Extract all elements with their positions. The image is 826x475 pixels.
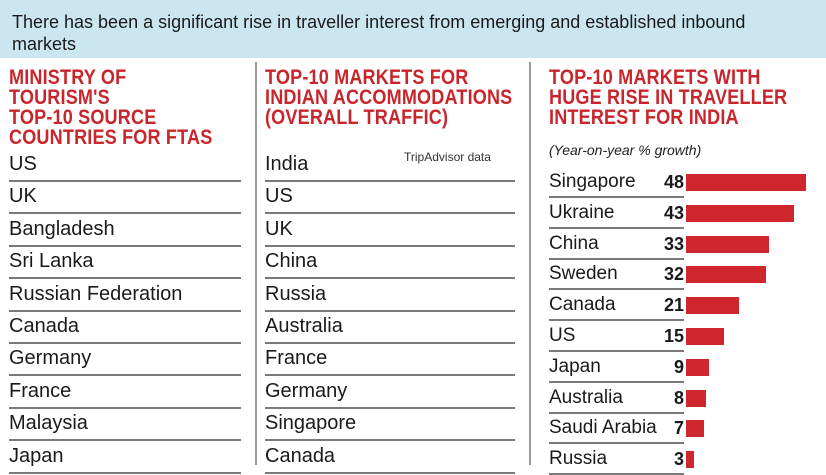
tourism-country-list-item: Japan xyxy=(9,440,241,474)
accommodation-market-list-item: Canada xyxy=(265,440,515,474)
column-divider xyxy=(529,62,531,465)
tourism-source-countries-panel: MINISTRY OF TOURISM'S TOP-10 SOURCE COUN… xyxy=(0,62,255,474)
accommodation-market-list-item: China xyxy=(265,245,515,280)
chart-row: Sweden 32 xyxy=(549,260,684,291)
bar-value-label: 8 xyxy=(673,387,684,408)
bar-category-label: Russia xyxy=(549,448,608,470)
bar-category-label: Saudi Arabia xyxy=(549,417,657,439)
accommodation-markets-panel: TOP-10 MARKETS FOR INDIAN ACCOMMODATIONS… xyxy=(257,62,529,474)
accommodation-market-list-item: Germany xyxy=(265,375,515,409)
chart-heading: TOP-10 MARKETS WITH HUGE RISE IN TRAVELL… xyxy=(549,66,788,129)
bar-value-label: 7 xyxy=(673,418,684,439)
bar-value-label: 15 xyxy=(663,326,684,346)
chart-row: Australia 8 xyxy=(549,384,684,414)
accommodation-market-list-item: Australia xyxy=(265,310,515,344)
bar-category-label: Sweden xyxy=(549,263,618,285)
tourism-country-list-item: US xyxy=(9,148,241,182)
chart-unit-label: (Year-on-year % growth) xyxy=(549,142,702,158)
tourism-country-list-item: France xyxy=(9,375,241,409)
tourism-country-list-item: Sri Lanka xyxy=(9,245,241,280)
bar-ukraine xyxy=(686,204,794,222)
bar-value-label: 21 xyxy=(663,295,684,316)
bar-value-label: 3 xyxy=(673,449,684,470)
traveller-interest-chart-panel: TOP-10 MARKETS WITH HUGE RISE IN TRAVELL… xyxy=(531,62,826,475)
bar-australia xyxy=(686,389,706,407)
tourism-panel-heading: MINISTRY OF TOURISM'S TOP-10 SOURCE COUN… xyxy=(9,66,213,149)
bar-value-label: 48 xyxy=(663,172,684,192)
source-note: TripAdvisor data xyxy=(404,150,491,164)
accommodation-market-list-item: US xyxy=(265,180,515,215)
bar-japan xyxy=(686,358,709,376)
top-cut-text: • • • • • • • • • • • • • • • • • xyxy=(14,0,186,7)
infographic-subtitle: There has been a significant rise in tra… xyxy=(12,12,746,54)
chart-row: Canada 21 xyxy=(549,291,684,322)
subtitle-band: • • • • • • • • • • • • • • • • • There … xyxy=(0,0,826,58)
tourism-country-list-item: Germany xyxy=(9,342,241,377)
bar-china xyxy=(686,235,769,253)
bar-category-label: Ukraine xyxy=(549,201,615,223)
bar-category-label: US xyxy=(549,325,576,346)
tourism-country-list-item: Bangladesh xyxy=(9,213,241,247)
chart-row: China 33 xyxy=(549,230,684,260)
bar-singapore xyxy=(686,174,806,191)
bar-sweden xyxy=(686,266,766,284)
accommodation-market-list-item: UK xyxy=(265,213,515,247)
chart-row: Ukraine 43 xyxy=(549,199,684,229)
bar-category-label: Japan xyxy=(549,355,601,377)
tourism-country-list-item: Malaysia xyxy=(9,407,241,442)
chart-row: US 15 xyxy=(549,322,684,352)
accommodation-market-list-item: Russia xyxy=(265,278,515,312)
tourism-country-list-item: Canada xyxy=(9,310,241,344)
accommodation-market-list-item: India xyxy=(265,148,515,182)
chart-row: Japan 9 xyxy=(549,353,684,383)
bar-saudi-arabia xyxy=(686,420,704,438)
tourism-country-list-item: Russian Federation xyxy=(9,278,241,312)
bar-category-label: China xyxy=(549,232,599,254)
chart-row: Russia 3 xyxy=(549,445,684,475)
column-divider xyxy=(255,62,257,465)
bar-value-label: 32 xyxy=(663,264,684,285)
bar-us xyxy=(686,328,724,345)
bar-russia xyxy=(686,451,694,469)
bar-value-label: 33 xyxy=(663,233,684,254)
accommodation-market-list-item: France xyxy=(265,342,515,377)
bar-value-label: 43 xyxy=(663,202,684,223)
accommodation-market-list-item: Singapore xyxy=(265,407,515,442)
accommodation-panel-heading: TOP-10 MARKETS FOR INDIAN ACCOMMODATIONS… xyxy=(265,66,513,129)
chart-row: Singapore 48 xyxy=(549,168,684,198)
tourism-country-list-item: UK xyxy=(9,180,241,215)
bar-category-label: Singapore xyxy=(549,171,636,192)
bar-value-label: 9 xyxy=(673,356,684,377)
bar-category-label: Australia xyxy=(549,386,623,408)
bar-canada xyxy=(686,297,739,315)
chart-row: Saudi Arabia 7 xyxy=(549,414,684,445)
bar-category-label: Canada xyxy=(549,294,616,316)
